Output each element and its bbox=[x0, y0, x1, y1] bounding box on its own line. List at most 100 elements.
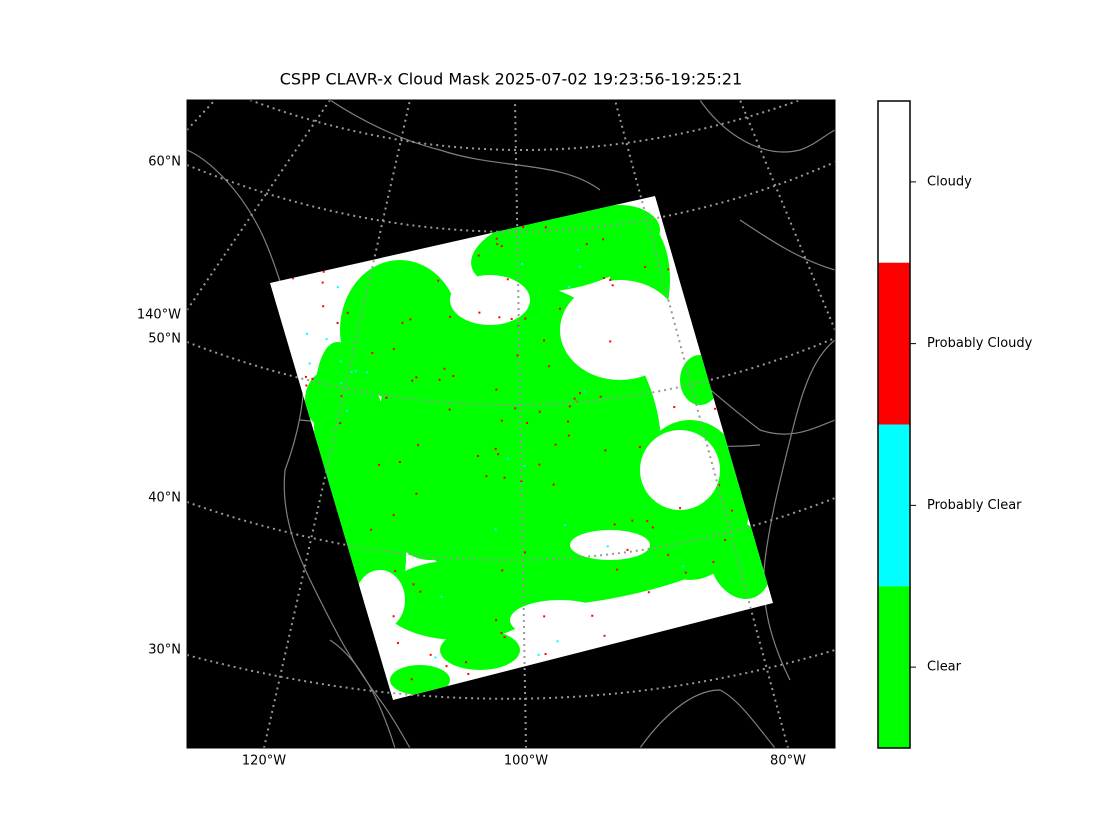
probably-cloudy-pixel bbox=[522, 226, 525, 229]
probably-cloudy-pixel bbox=[495, 388, 498, 391]
probably-clear-pixel bbox=[340, 382, 343, 385]
probably-cloudy-pixel bbox=[452, 375, 455, 378]
probably-cloudy-pixel bbox=[467, 672, 470, 675]
cloudy-region bbox=[640, 430, 720, 510]
probably-cloudy-pixel bbox=[409, 318, 412, 321]
longitude-label: 100°W bbox=[504, 754, 548, 769]
clear-region bbox=[580, 205, 660, 255]
colorbar-segment bbox=[878, 424, 910, 587]
probably-clear-pixel bbox=[336, 286, 339, 289]
colorbar-label: Cloudy bbox=[927, 174, 972, 189]
probably-cloudy-pixel bbox=[498, 316, 501, 319]
probably-clear-pixel bbox=[494, 528, 497, 531]
clear-region bbox=[340, 260, 460, 400]
probably-cloudy-pixel bbox=[616, 568, 619, 571]
probably-cloudy-pixel bbox=[526, 422, 529, 425]
probably-cloudy-pixel bbox=[305, 384, 308, 387]
probably-cloudy-pixel bbox=[603, 634, 606, 637]
clear-region bbox=[305, 370, 355, 430]
clear-region bbox=[380, 560, 540, 640]
probably-cloudy-pixel bbox=[544, 226, 547, 229]
probably-cloudy-pixel bbox=[465, 661, 468, 664]
probably-cloudy-pixel bbox=[568, 405, 571, 408]
probably-cloudy-pixel bbox=[604, 449, 607, 452]
probably-cloudy-pixel bbox=[339, 422, 342, 425]
probably-cloudy-pixel bbox=[322, 270, 325, 273]
latitude-label: 60°N bbox=[148, 155, 181, 170]
clear-region bbox=[390, 480, 470, 560]
graticule-line bbox=[187, 337, 835, 406]
probably-cloudy-pixel bbox=[392, 348, 395, 351]
probably-cloudy-pixel bbox=[712, 560, 715, 563]
cloudy-region bbox=[570, 530, 650, 560]
probably-clear-pixel bbox=[366, 371, 369, 374]
probably-cloudy-pixel bbox=[609, 278, 612, 281]
probably-cloudy-pixel bbox=[520, 480, 523, 483]
probably-cloudy-pixel bbox=[500, 245, 503, 248]
probably-clear-pixel bbox=[568, 285, 571, 288]
probably-cloudy-pixel bbox=[679, 507, 682, 510]
graticule-line bbox=[614, 100, 789, 748]
probably-cloudy-pixel bbox=[567, 420, 570, 423]
probably-cloudy-pixel bbox=[500, 419, 503, 422]
probably-cloudy-pixel bbox=[602, 238, 605, 241]
probably-cloudy-pixel bbox=[396, 642, 399, 645]
longitude-label: 120°W bbox=[242, 754, 286, 769]
probably-cloudy-pixel bbox=[321, 281, 324, 284]
probably-cloudy-pixel bbox=[340, 395, 343, 398]
probably-cloudy-pixel bbox=[638, 446, 641, 449]
probably-cloudy-pixel bbox=[476, 454, 479, 457]
probably-cloudy-pixel bbox=[485, 475, 488, 478]
probably-cloudy-pixel bbox=[370, 528, 373, 531]
probably-cloudy-pixel bbox=[644, 265, 647, 268]
probably-cloudy-pixel bbox=[401, 321, 404, 324]
probably-cloudy-pixel bbox=[494, 447, 497, 450]
probably-clear-pixel bbox=[606, 545, 609, 548]
probably-cloudy-pixel bbox=[613, 523, 616, 526]
probably-clear-pixel bbox=[578, 265, 581, 268]
probably-cloudy-pixel bbox=[416, 444, 419, 447]
coastline bbox=[329, 100, 601, 191]
colorbar-frame bbox=[877, 100, 911, 749]
graticule-line bbox=[514, 100, 527, 748]
latitude-label: 50°N bbox=[148, 332, 181, 347]
coastline bbox=[329, 639, 396, 748]
probably-cloudy-pixel bbox=[411, 379, 414, 382]
probably-cloudy-pixel bbox=[346, 311, 349, 314]
probably-cloudy-pixel bbox=[304, 375, 307, 378]
probably-cloudy-pixel bbox=[567, 434, 570, 437]
probably-cloudy-pixel bbox=[602, 277, 605, 280]
probably-cloudy-pixel bbox=[392, 513, 395, 516]
probably-cloudy-pixel bbox=[554, 443, 557, 446]
probably-cloudy-pixel bbox=[667, 553, 670, 556]
probably-cloudy-pixel bbox=[415, 376, 418, 379]
probably-cloudy-pixel bbox=[523, 551, 526, 554]
probably-cloudy-pixel bbox=[449, 315, 452, 318]
probably-cloudy-pixel bbox=[398, 460, 401, 463]
probably-clear-pixel bbox=[350, 370, 353, 373]
probably-cloudy-pixel bbox=[631, 519, 634, 522]
probably-cloudy-pixel bbox=[552, 483, 555, 486]
probably-cloudy-pixel bbox=[385, 396, 388, 399]
probably-clear-pixel bbox=[583, 390, 586, 393]
clear-region bbox=[390, 665, 450, 695]
graticule-line bbox=[187, 100, 331, 311]
probably-cloudy-pixel bbox=[684, 571, 687, 574]
cloudy-region bbox=[450, 275, 530, 325]
graticule-line bbox=[187, 100, 216, 131]
probably-cloudy-pixel bbox=[714, 407, 717, 410]
probably-cloudy-pixel bbox=[573, 397, 576, 400]
probably-cloudy-pixel bbox=[559, 307, 562, 310]
probably-cloudy-pixel bbox=[412, 583, 415, 586]
probably-cloudy-pixel bbox=[497, 453, 500, 456]
probably-clear-pixel bbox=[339, 360, 342, 363]
probably-cloudy-pixel bbox=[647, 591, 650, 594]
probably-cloudy-pixel bbox=[437, 279, 440, 282]
probably-clear-pixel bbox=[440, 595, 443, 598]
probably-cloudy-pixel bbox=[322, 305, 325, 308]
clear-region bbox=[440, 630, 520, 670]
map bbox=[187, 100, 835, 748]
probably-cloudy-pixel bbox=[544, 653, 547, 656]
probably-cloudy-pixel bbox=[667, 268, 670, 271]
